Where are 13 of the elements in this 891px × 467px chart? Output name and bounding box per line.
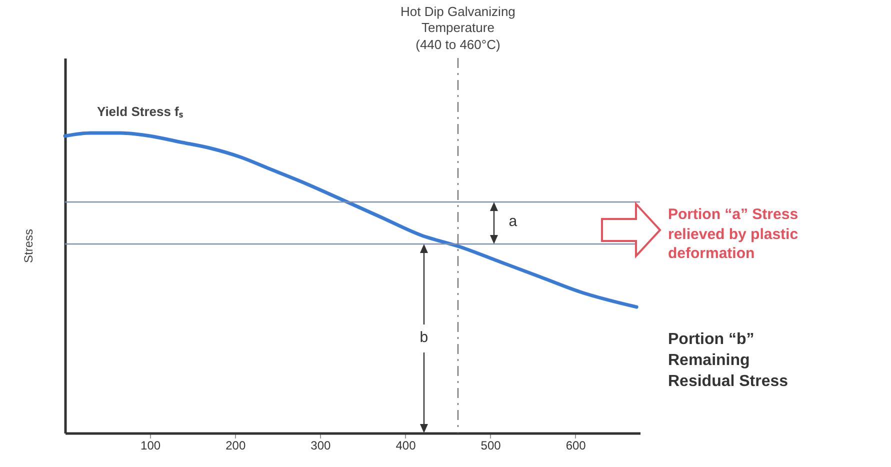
text: Portion “a” Stress relieved by plastic deformation: [668, 205, 800, 264]
x-tick-label: 100: [140, 438, 161, 452]
y-axis-title: Stress: [22, 228, 36, 264]
x-tick-label: 300: [310, 438, 332, 452]
x-tick-label: 600: [566, 438, 586, 452]
ref-line-label: Hot Dip Galvanizing Temperature (440 to 460°C): [400, 4, 516, 53]
text: Portion “b” Remaining Residual Stress: [668, 330, 790, 392]
x-tick-label: 400: [396, 438, 416, 452]
series-label: Yield Stress fₛ: [97, 104, 183, 119]
annotation: a: [508, 213, 518, 232]
x-tick-label: 500: [480, 438, 502, 452]
x-tick-label: 200: [226, 438, 246, 452]
annotation: b: [418, 328, 430, 348]
